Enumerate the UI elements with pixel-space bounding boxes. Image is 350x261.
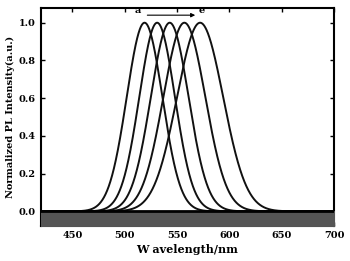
X-axis label: W avelength/nm: W avelength/nm: [136, 245, 238, 256]
Text: a: a: [135, 6, 141, 15]
Text: e: e: [199, 6, 205, 15]
Y-axis label: Normalized PL Intensity(a.u.): Normalized PL Intensity(a.u.): [6, 36, 15, 198]
